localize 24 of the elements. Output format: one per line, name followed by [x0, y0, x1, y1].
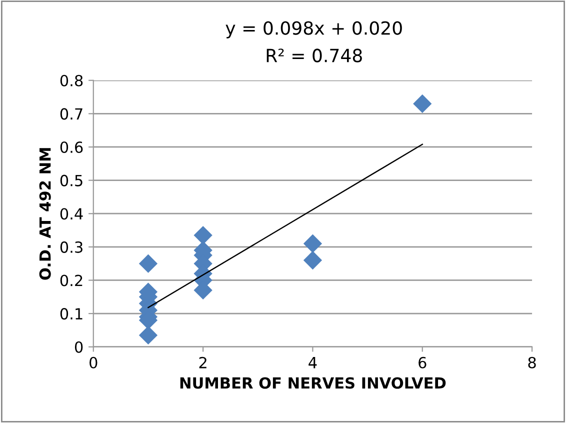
point [303, 234, 322, 253]
y-tick-label: 0.1 [60, 308, 82, 320]
point [413, 94, 432, 114]
x-tick-label: 4 [308, 357, 317, 368]
x-tick-label: 8 [528, 356, 536, 368]
y-tick-label: 0.5 [60, 174, 82, 186]
text: R² = 0.748 [266, 48, 362, 62]
y-tick-label: 0.2 [60, 274, 82, 286]
point [138, 254, 158, 273]
y-tick-label: 0.6 [60, 141, 83, 154]
y-axis-title: O.D. AT 492 NM [39, 148, 51, 280]
point [138, 326, 158, 345]
y-tick-label: 0.7 [60, 108, 82, 120]
x-tick-label: 2 [199, 356, 206, 368]
x-tick-label: 6 [418, 356, 426, 368]
x-axis-title: NUMBER OF NERVES INVOLVED [180, 377, 446, 389]
x-tick-label: 0 [90, 356, 98, 368]
y-tick-label: 0.8 [60, 74, 83, 86]
text: y = 0.098x + 0.020 [226, 21, 402, 38]
point [194, 226, 212, 245]
point [303, 250, 322, 270]
y-tick-label: 0.4 [60, 208, 83, 220]
y-tick-label: 0.3 [60, 241, 82, 253]
y-tick-label: 0 [74, 341, 83, 353]
